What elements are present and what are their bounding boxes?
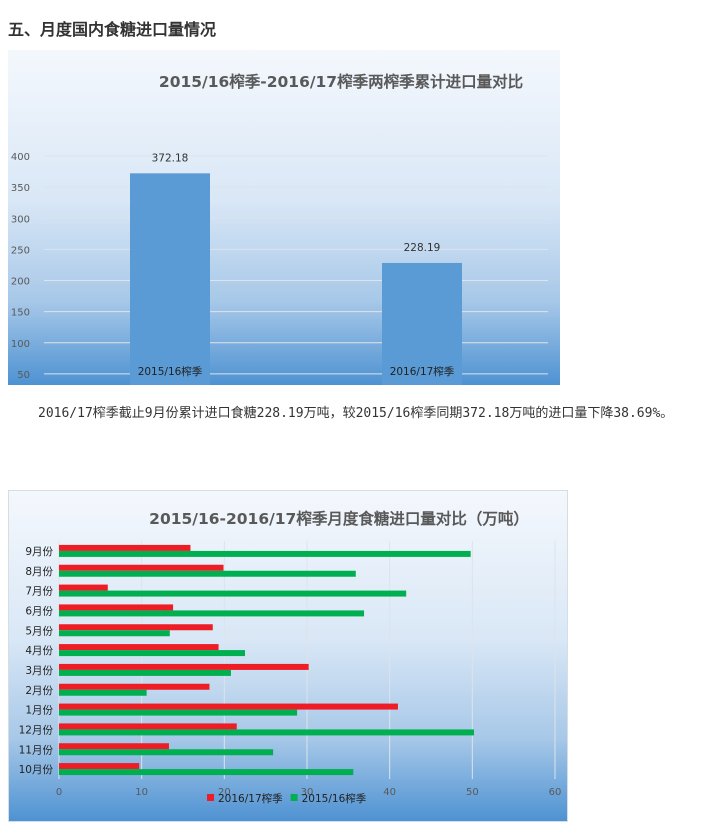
chart2-category-label: 6月份 xyxy=(25,605,53,617)
chart2-bar xyxy=(59,644,219,651)
chart2-bar xyxy=(59,610,365,617)
chart2-x-tick: 10 xyxy=(135,787,148,798)
chart2-bar xyxy=(59,709,298,716)
chart1-y-tick: 200 xyxy=(11,277,30,288)
chart1-category-label: 2016/17榨季 xyxy=(390,365,455,378)
chart2-category-label: 4月份 xyxy=(25,645,53,657)
chart1-category-label: 2015/16榨季 xyxy=(138,365,203,378)
chart2-bar xyxy=(59,590,407,597)
chart2-bar xyxy=(59,743,169,750)
chart2-x-tick: 40 xyxy=(383,787,396,798)
section-heading: 五、月度国内食糖进口量情况 xyxy=(8,20,217,39)
chart2-category-label: 10月份 xyxy=(19,764,54,776)
chart1-y-tick: 300 xyxy=(11,214,30,225)
chart1-bar xyxy=(130,173,210,385)
chart2-bar xyxy=(59,683,210,690)
chart2-x-tick: 0 xyxy=(56,787,62,798)
chart2-legend-swatch xyxy=(207,794,214,801)
chart2-bar xyxy=(59,689,147,696)
chart2-x-tick: 30 xyxy=(301,787,314,798)
chart1-y-tick: 350 xyxy=(11,183,30,194)
chart2-category-label: 12月份 xyxy=(19,724,54,736)
chart2-category-label: 9月份 xyxy=(25,546,53,558)
chart2-bar xyxy=(59,544,191,551)
chart2-bar xyxy=(59,584,108,591)
chart2-category-label: 8月份 xyxy=(25,566,53,578)
chart2-legend-swatch xyxy=(290,794,298,801)
chart2-bar xyxy=(59,624,213,631)
chart2-bar xyxy=(59,729,474,736)
chart2-bar xyxy=(59,769,354,776)
chart1-data-label: 228.19 xyxy=(404,242,441,254)
chart2-category-label: 11月份 xyxy=(19,744,54,756)
chart2-category-label: 7月份 xyxy=(25,586,53,598)
chart1-y-tick: 50 xyxy=(17,370,30,381)
cumulative-import-chart: 2015/16榨季-2016/17榨季两榨季累计进口量对比05010015020… xyxy=(8,50,560,385)
chart2-bar xyxy=(59,550,471,557)
chart2-bar xyxy=(59,663,309,670)
chart2-x-tick: 20 xyxy=(218,787,231,798)
chart1-data-label: 372.18 xyxy=(152,152,189,164)
chart2-legend-label: 2016/17榨季 xyxy=(218,792,283,805)
monthly-import-chart-svg: 2015/16-2016/17榨季月度食糖进口量对比（万吨） 0 10 20 30 40 5… xyxy=(19,509,562,805)
chart2-bar xyxy=(59,763,140,770)
summary-paragraph: 2016/17榨季截止9月份累计进口食糖228.19万吨，较2015/16榨季同… xyxy=(38,406,674,421)
chart2-bar xyxy=(59,630,170,637)
chart2-bar xyxy=(59,564,224,571)
chart1-y-tick: 150 xyxy=(11,308,30,319)
chart1-bar xyxy=(382,262,462,385)
chart1-y-tick: 250 xyxy=(11,245,30,256)
chart2-bar xyxy=(59,703,398,710)
chart2-bar xyxy=(59,669,231,676)
chart2-category-label: 5月份 xyxy=(25,625,53,637)
chart1-title: 2015/16榨季-2016/17榨季两榨季累计进口量对比 xyxy=(159,72,523,91)
chart2-bar xyxy=(59,723,237,730)
chart1-y-tick: 400 xyxy=(11,152,30,163)
chart2-title: 2015/16-2016/17榨季月度食糖进口量对比（万吨） xyxy=(149,509,529,528)
chart2-bar xyxy=(59,604,174,611)
cumulative-import-chart-svg: 2015/16榨季-2016/17榨季两榨季累计进口量对比05010015020… xyxy=(11,72,548,385)
chart2-category-label: 2月份 xyxy=(25,685,53,697)
chart2-category-label: 1月份 xyxy=(25,705,53,717)
chart2-x-tick: 50 xyxy=(466,787,479,798)
chart2-legend-label: 2015/16榨季 xyxy=(302,792,367,805)
chart2-x-tick: 60 xyxy=(549,787,562,798)
chart2-bar xyxy=(59,650,245,657)
chart2-bar xyxy=(59,570,356,577)
chart2-category-label: 3月份 xyxy=(25,665,53,677)
chart2-bar xyxy=(59,749,274,756)
monthly-import-chart: 2015/16-2016/17榨季月度食糖进口量对比（万吨） 0 10 20 30 40 5… xyxy=(8,490,568,822)
chart1-y-tick: 100 xyxy=(11,339,30,350)
